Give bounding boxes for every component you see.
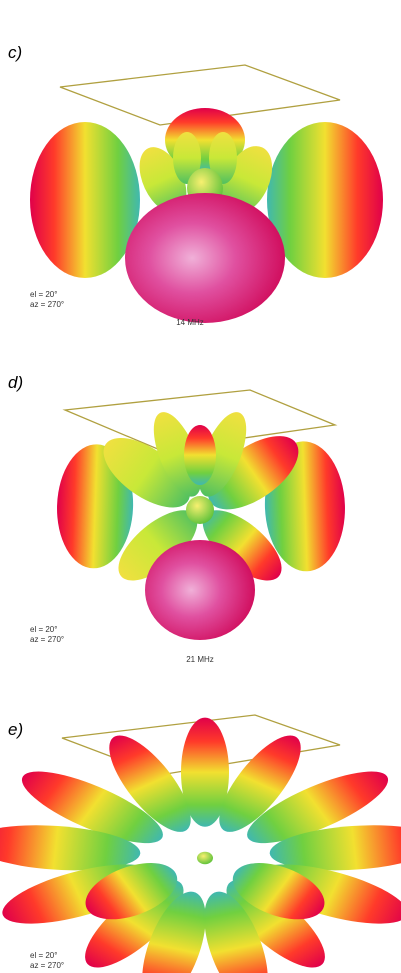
elevation: el = 20° — [30, 625, 57, 634]
azimuth: az = 270° — [30, 300, 64, 309]
radiation-pattern — [0, 717, 401, 973]
panel-label: e) — [8, 720, 23, 739]
azimuth: az = 270° — [30, 635, 64, 644]
frequency: 14 MHz — [176, 318, 204, 327]
radiation-pattern — [30, 108, 383, 323]
ground-plane — [62, 389, 338, 451]
frequency: 21 MHz — [186, 655, 214, 664]
azimuth: az = 270° — [30, 961, 64, 970]
ground-plane — [59, 64, 341, 126]
panel-label: d) — [8, 373, 23, 392]
elevation: el = 20° — [30, 951, 57, 960]
panel-label: c) — [8, 43, 22, 62]
elevation: el = 20° — [30, 290, 57, 299]
radiation-pattern — [57, 412, 345, 640]
